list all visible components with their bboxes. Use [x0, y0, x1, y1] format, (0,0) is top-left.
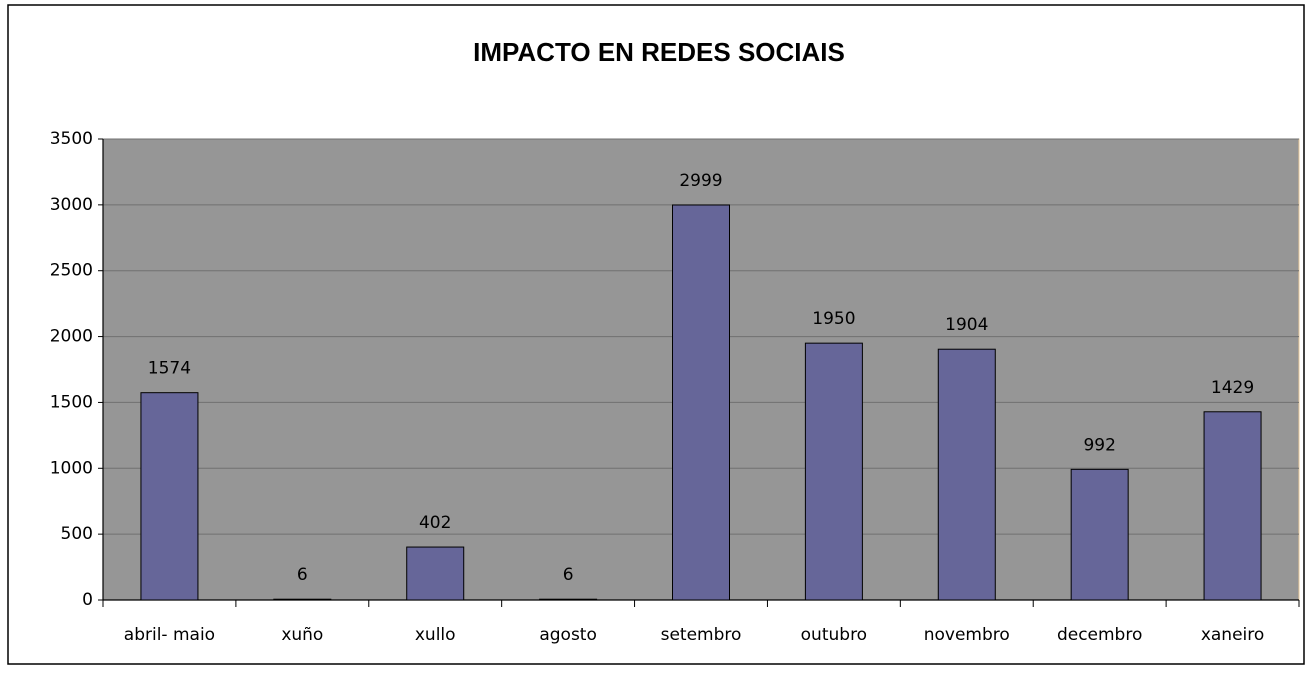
bar [273, 598, 332, 601]
data-label: 992 [1083, 435, 1115, 455]
y-tick-label: 2500 [50, 261, 93, 281]
y-tick-label: 3500 [50, 129, 93, 149]
data-label: 1574 [148, 359, 191, 379]
bar [1203, 411, 1262, 601]
y-tick-label: 3000 [50, 195, 93, 215]
y-tick-label: 1500 [50, 392, 93, 412]
data-label: 2999 [679, 171, 722, 191]
data-label: 402 [419, 513, 451, 533]
data-label: 1904 [945, 315, 988, 335]
data-label: 1429 [1211, 378, 1254, 398]
chart-title: IMPACTO EN REDES SOCIAIS [473, 37, 845, 67]
bar [539, 598, 598, 601]
y-tick-label: 2000 [50, 327, 93, 347]
y-tick-label: 1000 [50, 458, 93, 478]
x-tick-label: xuño [281, 625, 323, 645]
x-tick-label: xaneiro [1201, 625, 1264, 645]
x-tick-label: xullo [415, 625, 456, 645]
x-tick-label: agosto [539, 625, 597, 645]
data-label: 6 [297, 565, 308, 585]
bar [1070, 468, 1129, 601]
x-tick-label: novembro [924, 625, 1010, 645]
bar [672, 204, 730, 601]
x-tick-label: setembro [661, 625, 742, 645]
x-tick-label: decembro [1057, 625, 1142, 645]
data-label: 1950 [812, 309, 855, 329]
y-tick-label: 0 [82, 590, 93, 610]
bar [406, 546, 465, 601]
x-tick-label: abril- maio [124, 625, 215, 645]
bar [140, 392, 199, 601]
bar [937, 348, 996, 601]
x-tick-label: outubro [801, 625, 867, 645]
data-label: 6 [563, 565, 574, 585]
y-tick-label: 500 [61, 524, 93, 544]
bar [804, 342, 863, 601]
